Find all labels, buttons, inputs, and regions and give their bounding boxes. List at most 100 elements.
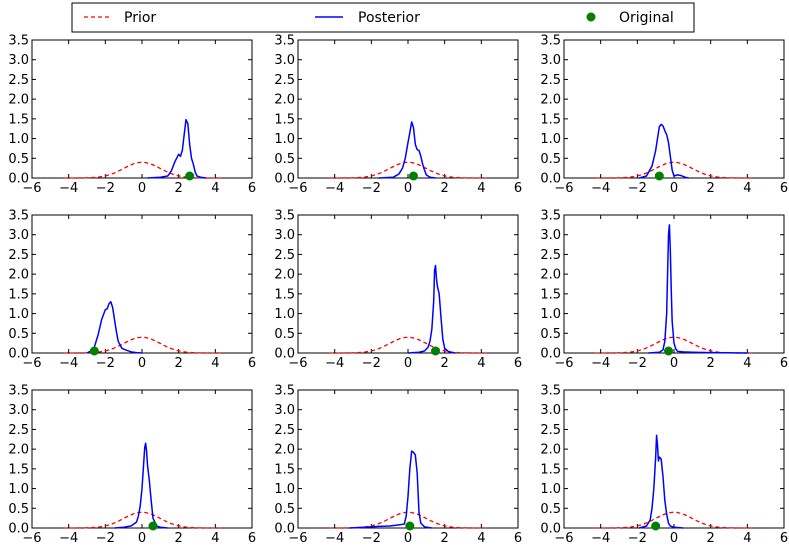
y-tick-label: 3.5: [8, 209, 29, 224]
x-tick-label: −6: [288, 181, 307, 196]
x-tick-label: 4: [743, 181, 751, 196]
y-tick-label: 0.5: [540, 327, 561, 342]
x-tick-label: 4: [743, 531, 751, 546]
y-tick-label: 1.5: [8, 287, 29, 302]
x-tick-label: 4: [211, 531, 219, 546]
original-marker: [431, 346, 440, 356]
y-tick-label: 1.5: [274, 462, 295, 477]
y-tick-label: 3.0: [8, 228, 29, 243]
x-tick-label: 6: [248, 181, 256, 196]
y-tick-label: 3.5: [540, 34, 561, 49]
y-tick-label: 3.0: [8, 53, 29, 68]
y-tick-label: 2.0: [274, 93, 295, 108]
x-tick-label: 2: [175, 356, 183, 371]
y-tick-label: 0.5: [274, 502, 295, 517]
y-tick-label: 3.5: [540, 209, 561, 224]
posterior-curve: [378, 121, 436, 179]
y-tick-label: 0.0: [8, 172, 29, 187]
x-tick-label: −2: [96, 181, 115, 196]
y-tick-label: 1.0: [8, 307, 29, 322]
y-tick-label: 1.0: [274, 482, 295, 497]
x-tick-label: 0: [138, 531, 146, 546]
x-tick-label: 0: [138, 181, 146, 196]
y-tick-label: 1.5: [8, 112, 29, 127]
x-tick-label: 6: [780, 356, 788, 371]
axes-frame: [31, 214, 253, 354]
y-tick-label: 0.5: [8, 327, 29, 342]
x-tick-label: −6: [22, 181, 41, 196]
x-tick-label: 2: [707, 356, 715, 371]
x-tick-label: 4: [477, 181, 485, 196]
y-tick-label: 2.5: [540, 423, 561, 438]
y-tick-label: 2.5: [8, 423, 29, 438]
original-marker: [654, 171, 664, 181]
axes-frame: [563, 389, 785, 529]
y-tick-label: 2.5: [274, 248, 295, 263]
y-tick-label: 0.0: [8, 522, 29, 537]
x-tick-label: 4: [211, 356, 219, 371]
y-tick-label: 3.0: [540, 403, 561, 418]
legend-original-marker: [586, 12, 596, 22]
x-tick-label: 2: [441, 356, 449, 371]
x-tick-label: −2: [96, 356, 115, 371]
posterior-curve: [638, 123, 689, 179]
y-tick-label: 0.0: [540, 347, 561, 362]
y-tick-label: 0.5: [274, 327, 295, 342]
y-tick-label: 0.5: [540, 152, 561, 167]
y-tick-label: 1.0: [8, 132, 29, 147]
x-tick-label: 0: [404, 531, 412, 546]
x-tick-label: 0: [670, 531, 678, 546]
legend-prior-label: Prior: [124, 10, 156, 26]
original-marker: [185, 171, 195, 181]
posterior-curve: [407, 264, 456, 354]
original-marker: [148, 521, 158, 531]
x-tick-label: −2: [628, 531, 647, 546]
x-tick-label: 2: [707, 181, 715, 196]
y-tick-label: 0.5: [8, 502, 29, 517]
subplot-3: −6 −4 −2 0 2 4 6 0.0 0.5 1.0 1.5 2.0 2.5 3.0 3.5: [540, 34, 788, 197]
x-tick-label: 4: [211, 181, 219, 196]
y-tick-label: 3.5: [274, 209, 295, 224]
y-tick-label: 1.5: [540, 462, 561, 477]
x-tick-label: 4: [477, 356, 485, 371]
y-tick-label: 1.0: [274, 307, 295, 322]
y-tick-label: 0.0: [274, 347, 295, 362]
x-tick-label: 2: [441, 531, 449, 546]
legend-original-label: Original: [619, 10, 674, 26]
x-tick-label: −6: [554, 181, 573, 196]
subplot-6: −6 −4 −2 0 2 4 6 0.0 0.5 1.0 1.5 2.0 2.5 3.0 3.5: [540, 209, 788, 372]
subplot-1: −6 −4 −2 0 2 4 6 0.0 0.5 1.0 1.5 2.0 2.5 3.0 3.5: [8, 34, 256, 197]
y-tick-label: 1.5: [274, 287, 295, 302]
y-tick-label: 2.0: [540, 443, 561, 458]
y-tick-label: 3.0: [540, 53, 561, 68]
y-tick-label: 0.5: [540, 502, 561, 517]
y-tick-label: 2.0: [274, 443, 295, 458]
y-tick-label: 3.0: [540, 228, 561, 243]
x-tick-label: 0: [404, 356, 412, 371]
y-tick-label: 2.5: [8, 73, 29, 88]
axes-frame: [563, 214, 785, 354]
subplot-grid: −6 −4 −2 0 2 4 6 0.0 0.5 1.0 1.5 2.0 2.5 3.0 3.5 −6 −4 −2…: [8, 34, 788, 547]
y-tick-label: 0.5: [274, 152, 295, 167]
x-tick-label: 4: [477, 531, 485, 546]
x-tick-label: 6: [514, 531, 522, 546]
y-tick-label: 3.0: [274, 53, 295, 68]
x-tick-label: 6: [248, 531, 256, 546]
original-marker: [409, 171, 418, 181]
y-tick-label: 2.0: [540, 93, 561, 108]
y-tick-label: 0.5: [8, 152, 29, 167]
y-tick-label: 0.0: [274, 172, 295, 187]
posterior-curve: [648, 224, 748, 354]
axes-frame: [297, 39, 519, 179]
axes-frame: [297, 214, 519, 354]
y-tick-label: 2.5: [540, 248, 561, 263]
axes-frame: [297, 389, 519, 529]
y-tick-label: 0.0: [8, 347, 29, 362]
posterior-curve: [638, 434, 684, 529]
x-tick-label: −4: [591, 356, 610, 371]
y-tick-label: 1.0: [540, 132, 561, 147]
x-tick-label: −4: [325, 531, 344, 546]
x-tick-label: 4: [743, 356, 751, 371]
y-tick-label: 1.0: [540, 307, 561, 322]
y-tick-label: 2.5: [540, 73, 561, 88]
